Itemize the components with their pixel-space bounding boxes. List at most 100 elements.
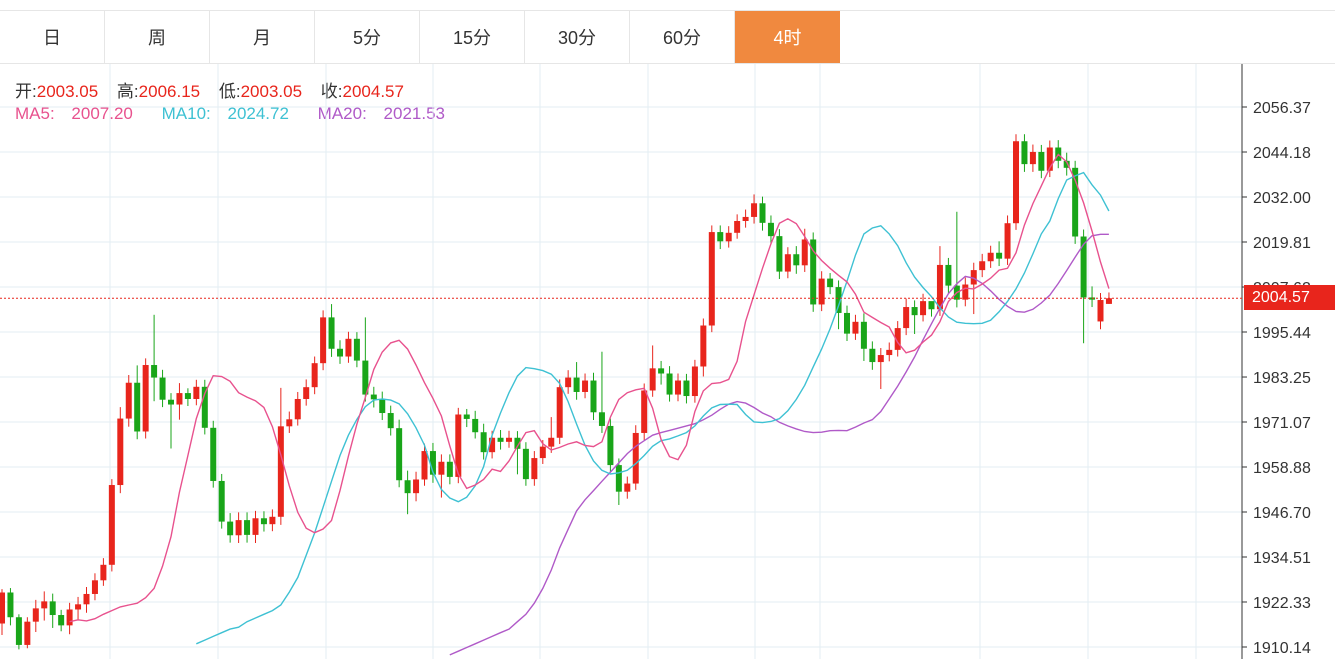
candle-body-7 xyxy=(58,615,65,626)
candle-body-75 xyxy=(632,432,639,484)
candle-body-81 xyxy=(683,380,690,397)
candle-body-32 xyxy=(269,516,276,525)
candle-body-77 xyxy=(649,368,656,391)
candle-body-99 xyxy=(835,287,842,313)
candle-body-72 xyxy=(607,425,614,466)
candle-body-23 xyxy=(193,386,200,399)
candle-body-90 xyxy=(759,203,766,223)
candle-body-16 xyxy=(134,382,141,432)
candle-body-49 xyxy=(413,479,420,494)
candle-body-44 xyxy=(370,394,377,400)
candle-body-57 xyxy=(480,432,487,453)
candle-body-94 xyxy=(793,254,800,266)
candle-body-130 xyxy=(1097,300,1104,322)
candle-body-80 xyxy=(675,380,681,395)
candle-body-17 xyxy=(142,365,149,432)
candle-body-39 xyxy=(328,317,335,349)
y-tick-label-12: 1910.14 xyxy=(1253,640,1311,657)
candle-body-54 xyxy=(455,414,462,477)
candle-body-118 xyxy=(996,252,1003,259)
candle-body-53 xyxy=(446,461,453,477)
candle-body-60 xyxy=(506,437,512,442)
candlestick-chart[interactable]: 2056.372044.182032.002019.812007.621995.… xyxy=(0,64,1335,659)
candle-body-59 xyxy=(497,437,504,442)
candle-body-122 xyxy=(1029,151,1036,165)
candle-body-69 xyxy=(582,380,589,392)
tab-4[interactable]: 15分 xyxy=(420,11,525,63)
candle-body-55 xyxy=(463,414,470,419)
candle-body-103 xyxy=(869,348,876,363)
candle-body-48 xyxy=(404,480,411,494)
candle-body-58 xyxy=(489,437,496,453)
tab-1[interactable]: 周 xyxy=(105,11,210,63)
candle-body-52 xyxy=(438,461,445,475)
candle-body-35 xyxy=(294,398,301,420)
candle-body-96 xyxy=(810,239,817,305)
low-value: 2003.05 xyxy=(240,82,303,101)
candle-body-68 xyxy=(573,377,580,392)
candle-body-119 xyxy=(1004,223,1011,259)
candle-body-15 xyxy=(125,382,132,419)
candle-body-91 xyxy=(767,222,774,237)
candle-body-82 xyxy=(691,366,698,397)
candle-body-114 xyxy=(962,284,969,300)
ma10-label: MA10: xyxy=(161,104,211,123)
ma5-readout: MA5: 2007.20 xyxy=(15,104,145,123)
ma10-line xyxy=(196,171,1110,645)
candle-body-120 xyxy=(1013,141,1019,224)
high-label: 高: xyxy=(116,82,139,101)
candle-body-24 xyxy=(201,386,208,428)
candle-body-112 xyxy=(945,264,952,286)
candle-body-63 xyxy=(531,458,538,480)
candle-body-117 xyxy=(987,252,994,262)
candle-body-14 xyxy=(117,418,124,486)
candle-body-85 xyxy=(717,232,724,242)
candle-body-115 xyxy=(970,270,977,285)
ma20-label: MA20: xyxy=(317,104,367,123)
y-tick-label-1: 2044.18 xyxy=(1253,145,1311,162)
candle-body-42 xyxy=(353,338,360,361)
tab-6[interactable]: 60分 xyxy=(630,11,735,63)
y-tick-label-8: 1958.88 xyxy=(1253,460,1311,477)
tab-3[interactable]: 5分 xyxy=(315,11,420,63)
candle-body-51 xyxy=(429,451,436,475)
candle-body-43 xyxy=(362,360,369,395)
last-price-tag: 2004.57 xyxy=(1244,285,1335,310)
ma20-value: 2021.53 xyxy=(383,104,445,123)
candle-body-86 xyxy=(725,232,732,242)
candle-body-1 xyxy=(7,592,14,618)
ma10-value: 2024.72 xyxy=(227,104,289,123)
candle-body-73 xyxy=(615,465,622,492)
candle-body-56 xyxy=(472,418,479,433)
candle-body-83 xyxy=(700,325,707,367)
candle-body-50 xyxy=(421,451,428,480)
candle-body-78 xyxy=(658,368,665,374)
tab-5[interactable]: 30分 xyxy=(525,11,630,63)
candle-body-61 xyxy=(514,437,521,449)
candle-body-47 xyxy=(396,428,403,481)
candle-body-10 xyxy=(83,593,90,605)
candle-body-88 xyxy=(742,216,749,221)
candle-body-108 xyxy=(911,307,918,316)
tab-bar-filler xyxy=(840,11,1335,63)
candle-body-11 xyxy=(91,580,98,594)
tab-2[interactable]: 月 xyxy=(210,11,315,63)
candle-body-71 xyxy=(598,412,605,426)
candle-body-34 xyxy=(286,419,293,427)
candle-body-64 xyxy=(539,446,546,459)
y-tick-label-11: 1922.33 xyxy=(1253,595,1311,612)
tab-7[interactable]: 4时 xyxy=(735,11,840,63)
ma5-label: MA5: xyxy=(15,104,55,123)
candle-body-123 xyxy=(1038,151,1045,171)
open-value: 2003.05 xyxy=(36,82,99,101)
candle-body-30 xyxy=(252,518,259,535)
candle-body-65 xyxy=(548,437,555,447)
ma5-value: 2007.20 xyxy=(71,104,133,123)
close-value: 2004.57 xyxy=(342,82,404,101)
candle-body-101 xyxy=(852,321,859,334)
candle-body-98 xyxy=(827,278,834,288)
candle-body-45 xyxy=(379,399,386,414)
tab-0[interactable]: 日 xyxy=(0,11,105,63)
candle-body-3 xyxy=(24,621,31,645)
candle-body-76 xyxy=(641,390,648,433)
